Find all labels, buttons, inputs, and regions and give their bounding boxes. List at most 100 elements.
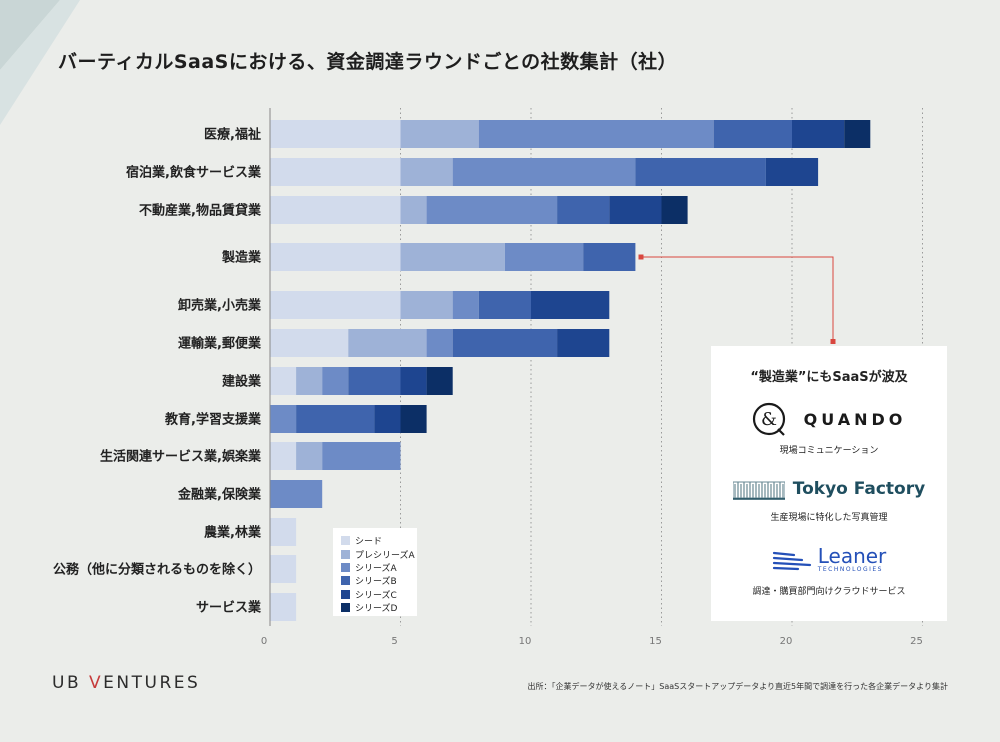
bar-segment xyxy=(270,158,401,186)
bar-segment xyxy=(400,158,453,186)
bar-segment xyxy=(270,243,401,271)
bar-segment xyxy=(270,518,297,546)
bar-segment xyxy=(270,367,297,395)
bar-segment xyxy=(661,196,688,224)
x-tick-label: 10 xyxy=(519,636,532,647)
bar-segment xyxy=(270,442,297,470)
category-label: 教育,学習支援業 xyxy=(164,412,262,428)
bar-segment xyxy=(270,405,297,433)
legend-item-series-b: シリーズB xyxy=(341,574,417,587)
legend-item-series-a: シリーズA xyxy=(341,561,417,574)
ampersand-logo-icon: & xyxy=(752,402,785,436)
bar-segment xyxy=(531,291,610,319)
bar-segment xyxy=(478,291,531,319)
bar-segment xyxy=(322,442,401,470)
tokyo-factory-name: Tokyo Factory xyxy=(792,479,926,499)
bar-segment xyxy=(400,291,453,319)
bar-segment xyxy=(296,442,323,470)
leaner-wordmark: Leaner TECHNOLOGIES xyxy=(818,546,887,573)
bar-segment xyxy=(348,367,401,395)
category-label: 公務（他に分類されるものを除く） xyxy=(53,562,261,578)
bar-segment xyxy=(270,593,297,621)
category-label: 医療,福祉 xyxy=(204,127,261,143)
bar-segment xyxy=(400,405,427,433)
bar-segment xyxy=(609,196,662,224)
bar-segment xyxy=(713,120,792,148)
bar-segment xyxy=(844,120,871,148)
x-tick-label: 20 xyxy=(780,636,793,647)
bar-segment xyxy=(426,196,558,224)
category-label: 農業,林業 xyxy=(204,525,262,541)
legend-swatch xyxy=(341,536,350,546)
grid-lines xyxy=(400,108,923,626)
bar-segment xyxy=(478,120,714,148)
x-tick-label: 5 xyxy=(391,636,397,647)
legend-label: シード xyxy=(355,537,383,548)
tokyo-factory-caption: 生産現場に特化した写真管理 xyxy=(770,513,888,523)
bar-segment xyxy=(557,196,610,224)
source-note: 出所：「企業データが使えるノート」SaaSスタートアップデータより直近5年間で調… xyxy=(527,682,949,691)
tokyo-factory-logo: Tokyo Factory xyxy=(711,474,947,504)
bar-segment xyxy=(635,158,766,186)
category-label: 金融業,保険業 xyxy=(177,487,262,503)
legend-swatch xyxy=(341,589,350,599)
legend: シード プレシリーズA シリーズA シリーズB シリーズC シリーズD xyxy=(333,528,417,616)
legend-item-pre-series-a: プレシリーズA xyxy=(341,547,417,561)
legend-swatch xyxy=(341,603,350,613)
bars xyxy=(270,120,871,621)
bar-segment xyxy=(452,158,636,186)
bar-segment xyxy=(270,291,401,319)
category-label: 卸売業,小売業 xyxy=(178,298,262,314)
category-label: 製造業 xyxy=(221,250,262,266)
bar-segment xyxy=(426,367,453,395)
bar-segment xyxy=(348,329,427,357)
bar-segment xyxy=(400,243,505,271)
legend-swatch xyxy=(341,549,350,559)
category-label: サービス業 xyxy=(196,600,262,616)
company-tokyo-factory: Tokyo Factory 生産現場に特化した写真管理 xyxy=(711,474,947,523)
legend-label: プレシリーズA xyxy=(355,550,415,561)
brand-part-v: V xyxy=(89,673,104,693)
brand-logo: UB VENTURES xyxy=(52,673,200,693)
callout-connector-start-dot xyxy=(638,254,644,260)
category-label: 宿泊業,飲食サービス業 xyxy=(126,165,262,181)
bar-segment xyxy=(270,196,401,224)
legend-item-series-c: シリーズC xyxy=(341,588,417,601)
bar-segment xyxy=(452,291,479,319)
leaner-caption: 調達・購買部門向けクラウドサービス xyxy=(752,587,906,597)
category-label: 建設業 xyxy=(222,374,262,390)
brand-part-right: ENTURES xyxy=(103,673,201,693)
leaner-logo: Leaner TECHNOLOGIES xyxy=(711,542,947,576)
bar-segment xyxy=(270,329,349,357)
category-label: 運輸業,郵便業 xyxy=(178,336,262,352)
legend-label: シリーズD xyxy=(355,604,398,615)
bar-segment xyxy=(400,120,479,148)
category-labels: 医療,福祉宿泊業,飲食サービス業不動産業,物品賃貸業製造業卸売業,小売業運輸業,… xyxy=(53,127,262,616)
callout-connector-end-dot xyxy=(830,339,836,344)
quando-logo: & QUANDO xyxy=(711,401,947,437)
leaner-sub: TECHNOLOGIES xyxy=(817,565,883,573)
bar-segment xyxy=(374,405,401,433)
leaner-name: Leaner xyxy=(817,543,887,568)
category-label: 生活関連サービス業,娯楽業 xyxy=(100,449,262,465)
speed-lines-logo-icon xyxy=(772,551,811,571)
manufacturing-callout-box: “製造業”にもSaaSが波及 & QUANDO 現場コミュニケーション Toky… xyxy=(711,346,947,621)
bar-segment xyxy=(270,480,323,508)
bar-segment xyxy=(452,329,558,357)
category-label: 不動産業,物品賃貸業 xyxy=(139,203,262,219)
callout-heading: “製造業”にもSaaSが波及 xyxy=(750,370,908,385)
legend-item-series-d: シリーズD xyxy=(341,601,417,614)
bar-segment xyxy=(270,555,297,583)
legend-label: シリーズB xyxy=(355,577,397,588)
quando-name: QUANDO xyxy=(803,409,907,429)
corner-decoration xyxy=(0,0,80,125)
bar-segment xyxy=(296,405,375,433)
x-axis-ticks: 0 5 10 15 20 25 xyxy=(261,636,923,647)
bar-segment xyxy=(322,367,349,395)
bar-segment xyxy=(504,243,584,271)
bar-segment xyxy=(296,367,323,395)
bar-segment xyxy=(426,329,453,357)
svg-text:&: & xyxy=(761,409,777,430)
x-tick-label: 15 xyxy=(649,636,662,647)
